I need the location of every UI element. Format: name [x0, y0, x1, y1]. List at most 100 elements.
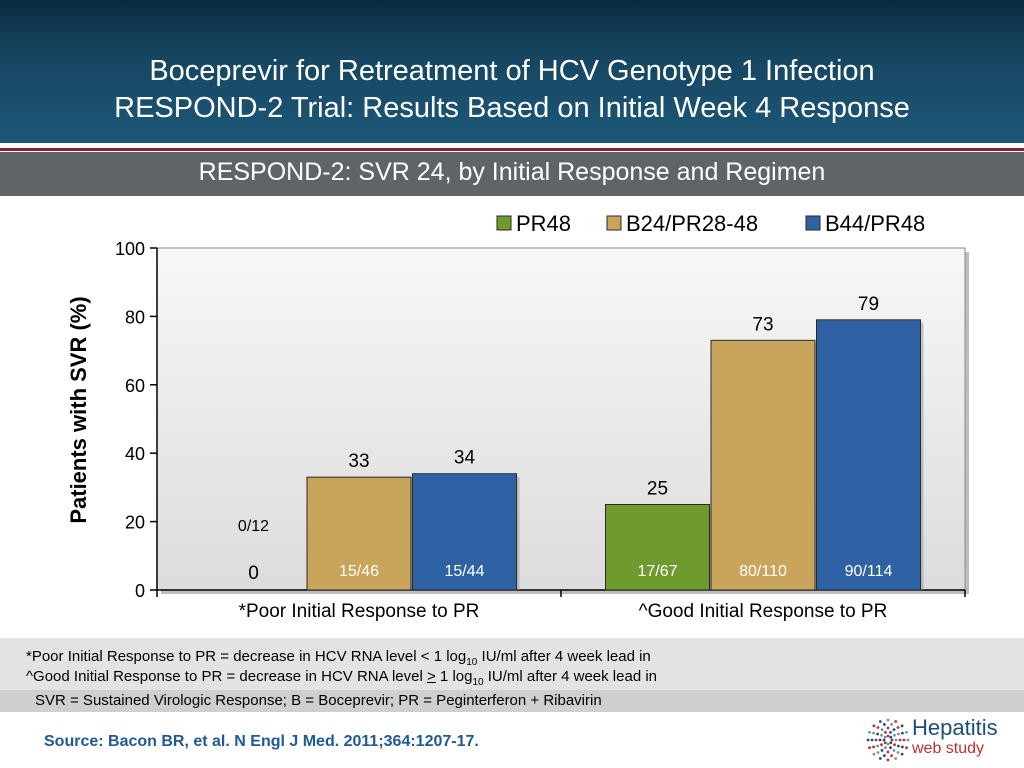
y-tick-label: 40: [125, 444, 145, 464]
bar-count-label: 90/114: [845, 563, 893, 580]
logo-dot: [880, 743, 883, 747]
logo-dot: [886, 726, 890, 730]
logo-dot: [886, 742, 890, 746]
logo-dot: [892, 728, 896, 731]
logo-dot: [897, 744, 900, 748]
logo-dot: [874, 738, 878, 742]
logo-dot: [897, 732, 900, 736]
logo-dot: [889, 735, 893, 739]
logo-dot: [894, 738, 898, 742]
logo-dot: [906, 738, 910, 742]
bar-count-label: 0/12: [238, 518, 269, 535]
logo-dot: [884, 746, 887, 749]
logo-dot: [905, 730, 908, 734]
logo-dot: [876, 732, 879, 736]
legend-swatch: [496, 215, 512, 231]
logo-dot: [870, 738, 874, 742]
logo-dot: [878, 720, 882, 723]
legend-label: PR48: [516, 211, 571, 236]
legend-label: B24/PR28-48: [626, 211, 758, 236]
logo-dot: [884, 731, 887, 734]
dots-globe-icon: [866, 718, 910, 762]
slide-title-line-1: Boceprevir for Retreatment of HCV Genoty…: [149, 55, 875, 87]
logo-dot: [878, 738, 882, 742]
logo-dot: [890, 738, 894, 742]
logo-dot: [866, 738, 870, 742]
bar: [412, 473, 517, 591]
logo-dot: [883, 754, 886, 757]
footnote-good-response: ^Good Initial Response to PR = decrease …: [26, 668, 658, 688]
y-tick-label: 20: [125, 513, 145, 533]
logo-dot: [898, 738, 902, 742]
logo-dot: [883, 741, 887, 745]
logo-dot: [901, 731, 904, 735]
logo-dot: [880, 728, 884, 731]
subtitle-band: RESPOND-2: SVR 24, by Initial Response a…: [0, 152, 1024, 196]
bar-value-label: 0: [248, 563, 259, 584]
footnotes: *Poor Initial Response to PR = decrease …: [0, 638, 1024, 690]
logo-dot: [872, 724, 876, 728]
logo-dot: [889, 731, 892, 734]
logo-dot: [905, 746, 908, 750]
logo-dot: [872, 752, 876, 756]
logo-dot: [882, 738, 886, 742]
bar: [306, 476, 412, 591]
logo-dot: [893, 733, 896, 737]
legend-label: B44/PR48: [825, 211, 925, 236]
logo-dot: [886, 734, 890, 738]
logo-dot: [872, 745, 875, 749]
legend-swatch: [606, 215, 622, 231]
slide-title-line-2: RESPOND-2 Trial: Results Based on Initia…: [114, 92, 910, 124]
logo-dot: [878, 757, 882, 760]
logo-dot: [896, 726, 900, 729]
logo-dot: [894, 720, 898, 723]
logo-dot: [876, 751, 880, 754]
y-tick-label: 0: [135, 581, 145, 601]
y-tick-label: 80: [125, 307, 145, 327]
bar-value-label: 33: [348, 451, 369, 472]
bar-value-label: 25: [647, 479, 668, 500]
logo-dot: [876, 726, 880, 729]
logo-dot: [900, 752, 904, 756]
logo-dot: [880, 749, 884, 752]
bar-chart: 0 20 40 60 80 100 *Poor Initial Response to PR…: [66, 211, 969, 622]
legend-swatch: [805, 215, 821, 231]
bar-count-label: 17/67: [637, 563, 677, 580]
logo-dot: [868, 730, 871, 734]
hepatitis-web-study-logo: Hepatitis web study: [866, 715, 1016, 764]
logo-dot: [876, 744, 879, 748]
y-axis-label: Patients with SVR (%): [66, 296, 91, 523]
x-category-label: ^Good Initial Response to PR: [639, 601, 888, 622]
bar: [816, 319, 921, 591]
logo-dot: [890, 754, 893, 757]
logo-dot: [872, 731, 875, 735]
logo-dot: [890, 723, 893, 726]
logo-dot: [894, 757, 898, 760]
bar: [605, 504, 710, 591]
slide-header: Boceprevir for Retreatment of HCV Genoty…: [0, 0, 1024, 143]
x-category-label: *Poor Initial Response to PR: [239, 601, 480, 622]
logo-dot: [880, 733, 883, 737]
chart-subtitle: RESPOND-2: SVR 24, by Initial Response a…: [198, 158, 826, 186]
bar-value-label: 79: [858, 294, 879, 315]
logo-dot: [901, 745, 904, 749]
bar-value-label: 73: [752, 314, 773, 335]
logo-dot: [902, 738, 906, 742]
logo-dot: [889, 741, 893, 745]
logo-dot: [889, 746, 892, 749]
bar-count-label: 15/46: [339, 563, 379, 580]
bar: [710, 339, 816, 591]
header-divider: [0, 148, 1024, 151]
logo-dot: [896, 751, 900, 754]
logo-dot: [883, 735, 887, 739]
logo-dot: [883, 723, 886, 726]
logo-dot: [900, 724, 904, 728]
abbreviation-note: SVR = Sustained Virologic Response; B = …: [0, 690, 1024, 712]
bar-count-label: 80/110: [739, 563, 787, 580]
bar-value-label: 34: [454, 448, 476, 469]
logo-dot: [886, 758, 890, 762]
logo-dot: [893, 743, 896, 747]
logo-dot: [892, 749, 896, 752]
source-citation: Source: Bacon BR, et al. N Engl J Med. 2…: [44, 733, 479, 750]
footnote-poor-response: *Poor Initial Response to PR = decrease …: [26, 648, 651, 668]
